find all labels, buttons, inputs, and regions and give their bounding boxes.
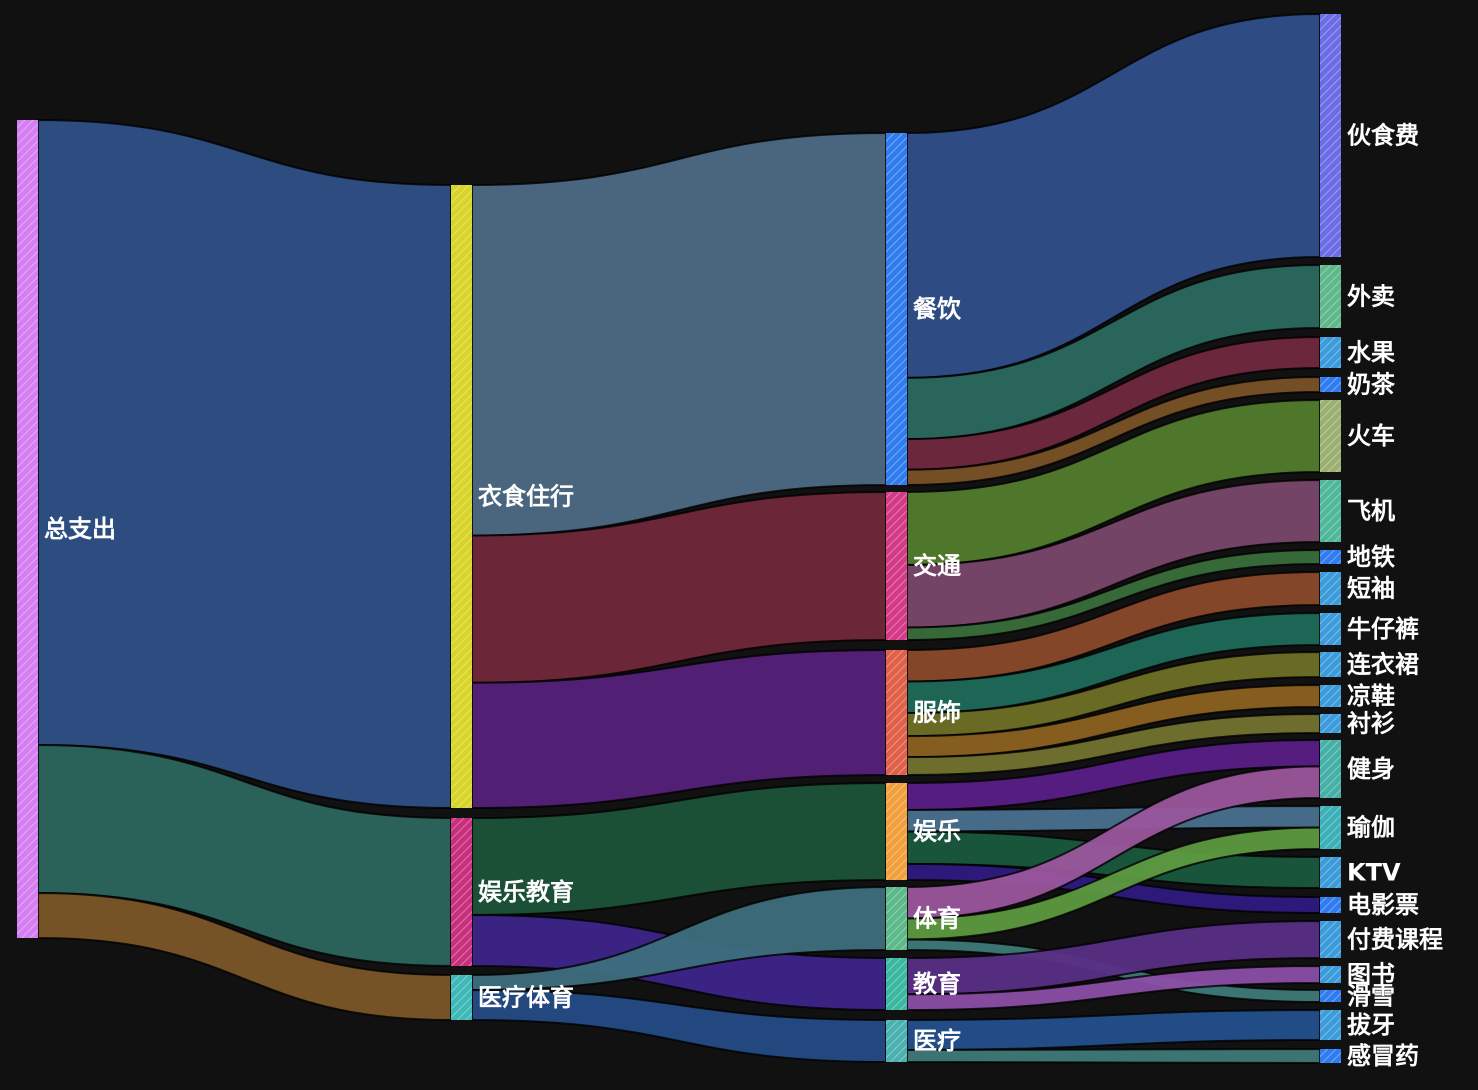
sankey-node-hatch-感冒药 xyxy=(1320,1049,1341,1063)
sankey-node-hatch-体育 xyxy=(886,887,907,950)
sankey-node-hatch-餐饮 xyxy=(886,133,907,485)
sankey-node-hatch-图书 xyxy=(1320,966,1341,983)
links-layer xyxy=(37,12,1321,1065)
nodes-layer xyxy=(17,14,1341,1063)
sankey-link-总支出-衣食住行 xyxy=(37,118,452,810)
sankey-node-hatch-凉鞋 xyxy=(1320,685,1341,707)
sankey-node-hatch-付费课程 xyxy=(1320,921,1341,958)
sankey-label-娱乐: 娱乐 xyxy=(913,818,961,846)
sankey-label-伙食费: 伙食费 xyxy=(1347,122,1419,150)
sankey-node-hatch-医疗 xyxy=(886,1020,907,1062)
sankey-node-hatch-伙食费 xyxy=(1320,14,1341,257)
sankey-node-hatch-服饰 xyxy=(886,650,907,775)
sankey-node-hatch-短袖 xyxy=(1320,572,1341,605)
sankey-link-衣食住行-餐饮 xyxy=(471,131,887,537)
sankey-label-总支出: 总支出 xyxy=(44,515,116,543)
sankey-label-娱乐教育: 娱乐教育 xyxy=(478,878,574,906)
sankey-label-付费课程: 付费课程 xyxy=(1347,926,1443,954)
sankey-label-电影票: 电影票 xyxy=(1347,891,1419,919)
sankey-node-hatch-教育 xyxy=(886,958,907,1010)
sankey-node-hatch-拔牙 xyxy=(1320,1010,1341,1040)
sankey-node-hatch-地铁 xyxy=(1320,550,1341,564)
sankey-node-hatch-滑雪 xyxy=(1320,990,1341,1002)
sankey-label-牛仔裤: 牛仔裤 xyxy=(1347,615,1419,643)
sankey-label-教育: 教育 xyxy=(913,970,961,998)
sankey-node-hatch-娱乐教育 xyxy=(451,818,472,966)
sankey-label-火车: 火车 xyxy=(1347,422,1395,450)
sankey-node-hatch-总支出 xyxy=(17,120,38,938)
sankey-node-hatch-衬衫 xyxy=(1320,714,1341,733)
sankey-label-外卖: 外卖 xyxy=(1347,283,1395,311)
sankey-label-奶茶: 奶茶 xyxy=(1347,371,1396,399)
sankey-label-餐饮: 餐饮 xyxy=(913,295,962,323)
sankey-label-衣食住行: 衣食住行 xyxy=(478,483,574,511)
sankey-node-hatch-火车 xyxy=(1320,400,1341,472)
sankey-label-瑜伽: 瑜伽 xyxy=(1347,814,1395,842)
sankey-label-医疗: 医疗 xyxy=(913,1027,961,1055)
sankey-node-hatch-奶茶 xyxy=(1320,377,1341,392)
sankey-label-健身: 健身 xyxy=(1347,755,1395,783)
sankey-node-hatch-水果 xyxy=(1320,337,1341,368)
sankey-label-医疗体育: 医疗体育 xyxy=(478,984,574,1012)
sankey-label-KTV: KTV xyxy=(1347,859,1401,887)
sankey-label-图书: 图书 xyxy=(1347,961,1395,989)
sankey-label-短袖: 短袖 xyxy=(1347,575,1395,603)
sankey-node-hatch-电影票 xyxy=(1320,897,1341,913)
sankey-link-医疗-感冒药 xyxy=(906,1047,1321,1065)
sankey-label-滑雪: 滑雪 xyxy=(1347,982,1395,1010)
sankey-label-感冒药: 感冒药 xyxy=(1347,1042,1419,1070)
sankey-node-hatch-交通 xyxy=(886,492,907,640)
sankey-label-拔牙: 拔牙 xyxy=(1347,1011,1395,1039)
sankey-node-hatch-衣食住行 xyxy=(451,185,472,808)
sankey-node-hatch-KTV xyxy=(1320,857,1341,888)
sankey-label-服饰: 服饰 xyxy=(913,699,961,727)
sankey-label-水果: 水果 xyxy=(1347,339,1395,367)
sankey-label-飞机: 飞机 xyxy=(1347,497,1395,525)
sankey-node-hatch-健身 xyxy=(1320,740,1341,798)
sankey-node-hatch-娱乐 xyxy=(886,783,907,880)
sankey-label-体育: 体育 xyxy=(913,905,961,933)
sankey-label-连衣裙: 连衣裙 xyxy=(1347,651,1419,679)
sankey-link-医疗-拔牙 xyxy=(906,1008,1321,1052)
sankey-node-hatch-连衣裙 xyxy=(1320,652,1341,677)
sankey-node-hatch-外卖 xyxy=(1320,265,1341,328)
sankey-node-hatch-牛仔裤 xyxy=(1320,613,1341,645)
sankey-label-衬衫: 衬衫 xyxy=(1347,710,1395,738)
sankey-label-地铁: 地铁 xyxy=(1347,543,1395,571)
sankey-node-hatch-飞机 xyxy=(1320,480,1341,542)
sankey-node-hatch-医疗体育 xyxy=(451,975,472,1020)
sankey-label-交通: 交通 xyxy=(913,552,961,580)
sankey-label-凉鞋: 凉鞋 xyxy=(1347,682,1395,710)
sankey-node-hatch-瑜伽 xyxy=(1320,806,1341,849)
